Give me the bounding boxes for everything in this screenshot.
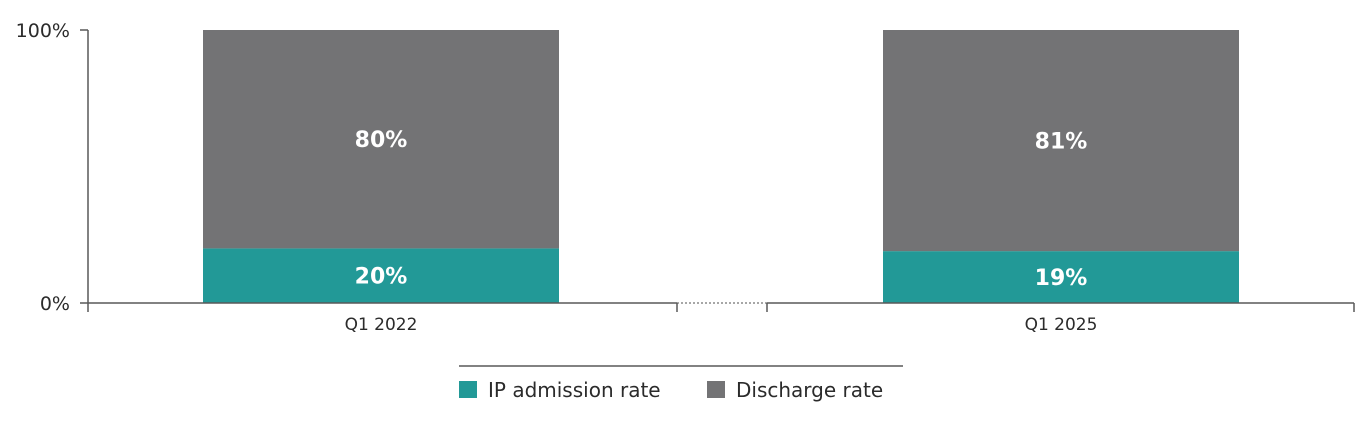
legend-swatch-discharge <box>707 381 725 398</box>
data-label: 80% <box>355 128 408 153</box>
bar-discharge-2 <box>883 30 1239 252</box>
bar-discharge-1 <box>203 30 559 249</box>
data-label: 19% <box>1035 266 1088 291</box>
y-tick-label: 0% <box>40 293 70 315</box>
x-tick-label: Q1 2022 <box>345 315 418 335</box>
axes: 0% 100% Q1 2022 Q1 2025 <box>16 20 1355 335</box>
data-label: 20% <box>355 265 408 290</box>
legend-label: Discharge rate <box>736 378 883 402</box>
data-label: 81% <box>1035 130 1088 155</box>
legend: IP admission rate Discharge rate <box>459 365 903 402</box>
bar-ip-admission-2 <box>883 251 1239 303</box>
legend-swatch-ip-admission <box>459 381 477 398</box>
legend-label: IP admission rate <box>488 378 661 402</box>
bar-ip-admission-1 <box>203 248 559 303</box>
y-tick-label: 100% <box>16 20 70 42</box>
bars <box>203 30 1239 303</box>
x-tick-label: Q1 2025 <box>1025 315 1098 335</box>
labels: 20% 80% 19% 81% <box>355 128 1088 291</box>
